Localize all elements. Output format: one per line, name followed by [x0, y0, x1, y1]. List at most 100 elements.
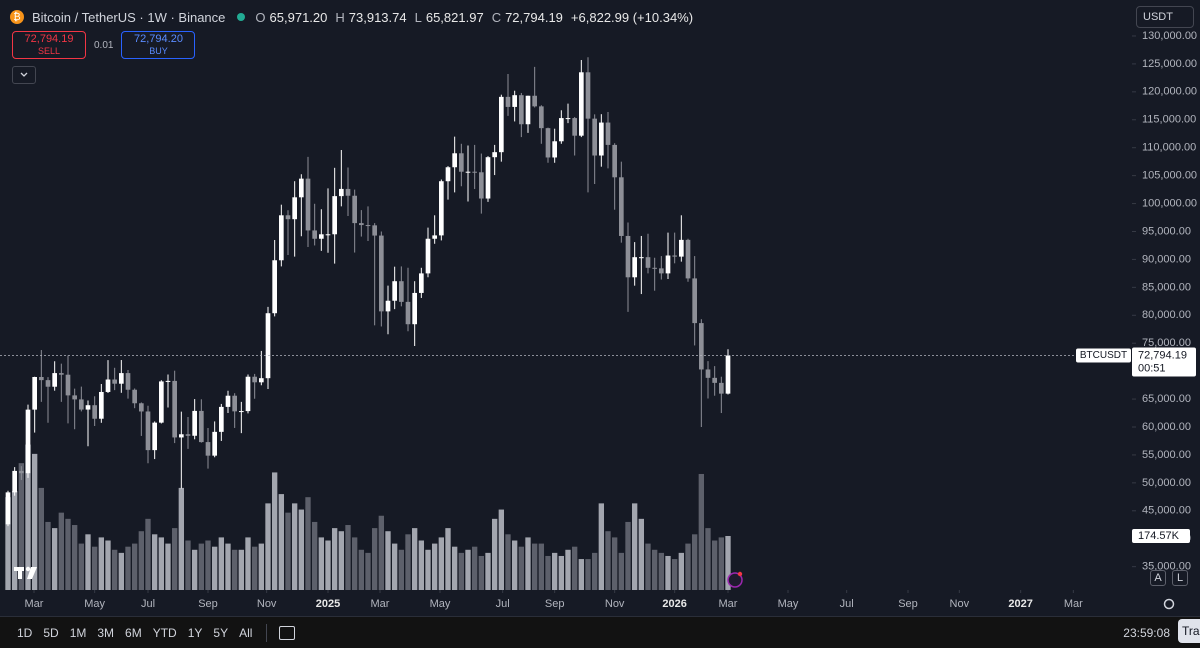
volume-bar	[25, 444, 31, 590]
candle-body	[145, 411, 151, 451]
buy-button[interactable]: 72,794.20 BUY	[121, 31, 196, 59]
volume-bar	[472, 546, 478, 590]
candle-body	[352, 195, 357, 224]
volume-bar	[185, 540, 191, 590]
volume-bar	[585, 559, 591, 590]
countdown: 00:51	[1138, 362, 1166, 374]
logo-part	[25, 566, 31, 572]
y-tick-label: 100,000.00	[1142, 197, 1197, 209]
volume-bar	[112, 549, 118, 590]
candle-body	[405, 301, 411, 325]
candle-body	[185, 434, 191, 436]
volume-bar	[312, 521, 318, 590]
volume-bar	[678, 552, 684, 590]
volume-bar	[512, 540, 518, 590]
range-button[interactable]: 1Y	[187, 625, 203, 640]
volume-bar	[132, 543, 138, 590]
volume-bar	[392, 543, 398, 590]
candles	[5, 57, 731, 527]
range-button[interactable]: All	[239, 625, 253, 640]
candle-body	[412, 292, 417, 325]
low-label: L	[414, 9, 422, 25]
candle-body	[192, 410, 197, 436]
range-button[interactable]: 5D	[43, 625, 59, 640]
volume-bar	[278, 494, 284, 590]
symbol[interactable]: Bitcoin / TetherUS · 1W · Binance	[32, 9, 226, 25]
volume-bar	[32, 453, 38, 590]
range-button[interactable]: 5Y	[213, 625, 229, 640]
y-tick-label: 75,000.00	[1142, 337, 1191, 349]
volume-bar	[365, 552, 371, 590]
candle-body	[85, 405, 91, 410]
volume-bar	[238, 549, 244, 590]
y-tick-label: 110,000.00	[1142, 142, 1196, 154]
volume-bars	[5, 444, 731, 590]
candle-body	[239, 411, 244, 413]
candle-body	[399, 281, 404, 302]
high-label: H	[335, 9, 345, 25]
y-tick-label: 125,000.00	[1142, 58, 1197, 70]
volume-bar	[332, 528, 338, 590]
candle-body	[139, 403, 144, 412]
auto-scale-button[interactable]: A	[1150, 570, 1166, 586]
volume-bar	[5, 497, 11, 590]
volume-bar	[158, 537, 164, 590]
candle-body	[439, 181, 444, 236]
candle-body	[705, 369, 711, 378]
candle-body	[712, 377, 717, 383]
candle-body	[625, 235, 631, 278]
candle-body	[345, 188, 351, 196]
candle-body	[99, 391, 104, 419]
candle-body	[612, 144, 617, 178]
chart: 35,000.0040,000.0045,000.0050,000.0055,0…	[0, 30, 1197, 610]
x-tick-label: May	[430, 598, 451, 610]
candle-body	[39, 377, 44, 381]
y-tick-label: 105,000.00	[1142, 170, 1197, 182]
volume-bar	[578, 559, 584, 590]
candle-body	[525, 95, 531, 125]
collapse-button[interactable]	[12, 66, 36, 84]
log-scale-button[interactable]: L	[1172, 570, 1188, 586]
event-dot	[737, 571, 743, 577]
volume-bar	[518, 546, 524, 590]
candle-body	[285, 215, 291, 220]
candle-body	[725, 355, 731, 394]
candle-body	[19, 470, 24, 474]
volume-bar	[258, 543, 264, 590]
volume-bar	[85, 534, 91, 590]
volume-bar	[652, 549, 658, 590]
volume-bar	[38, 487, 44, 590]
sell-button[interactable]: 72,794.19 SELL	[12, 31, 86, 59]
range-button[interactable]: 1M	[69, 625, 87, 640]
candle-body	[199, 410, 204, 443]
currency-select[interactable]: USDT	[1136, 6, 1194, 28]
volume-bar	[45, 521, 51, 590]
x-tick-label: 2027	[1008, 598, 1032, 610]
candle-body	[252, 376, 257, 383]
candle-body	[532, 95, 537, 107]
chevron	[20, 72, 28, 77]
volume-bar	[298, 509, 304, 590]
volume-bar	[372, 528, 378, 590]
range-button[interactable]: 1D	[17, 625, 33, 640]
candle-body	[559, 118, 564, 142]
volume-bar	[172, 528, 178, 590]
candle-body	[385, 300, 391, 312]
range-button[interactable]: YTD	[152, 625, 177, 640]
volume-bar	[385, 531, 391, 590]
auto-label: A	[1154, 572, 1162, 584]
buy-label: BUY	[149, 46, 168, 56]
volume-bar	[458, 552, 464, 590]
x-tick-label: 2026	[662, 598, 686, 610]
range-button[interactable]: 6M	[125, 625, 142, 640]
candle-body	[279, 215, 284, 261]
y-tick-label: 45,000.00	[1142, 505, 1191, 517]
candle-body	[685, 239, 691, 279]
trade-button[interactable]: Tra	[1178, 619, 1200, 643]
candle-body	[105, 379, 111, 392]
candle-body	[519, 95, 524, 125]
volume-bar	[265, 503, 271, 590]
date-range-button[interactable]	[279, 625, 296, 640]
range-button[interactable]: 3M	[97, 625, 115, 640]
